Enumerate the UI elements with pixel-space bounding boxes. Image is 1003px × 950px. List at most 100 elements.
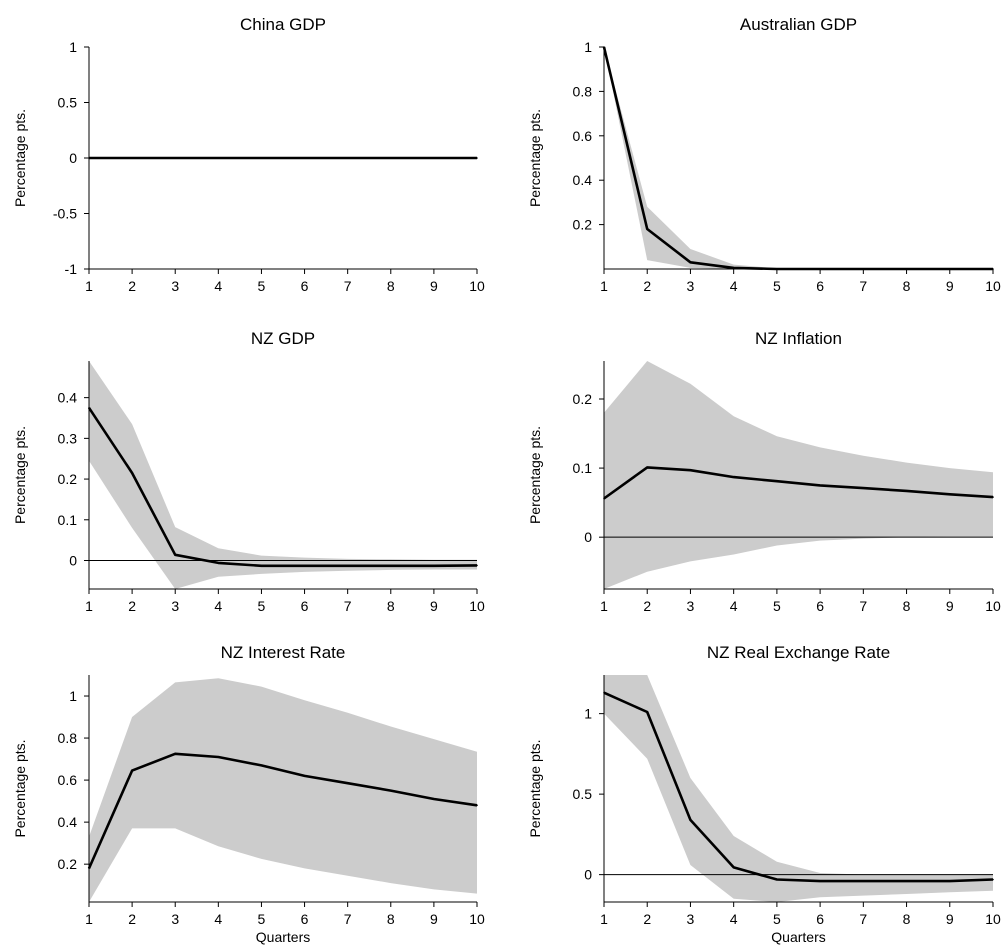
x-tick-label: 7 bbox=[344, 278, 352, 294]
y-tick-label: 0.8 bbox=[58, 730, 78, 746]
x-tick-label: 1 bbox=[600, 278, 608, 294]
y-axis-label: Percentage pts. bbox=[12, 739, 28, 837]
x-tick-label: 8 bbox=[387, 278, 395, 294]
data-point bbox=[776, 878, 778, 881]
data-point bbox=[131, 769, 133, 772]
x-tick-label: 8 bbox=[903, 278, 911, 294]
data-point bbox=[992, 878, 994, 881]
data-point bbox=[476, 564, 478, 567]
x-tick-label: 1 bbox=[85, 278, 93, 294]
chart-panel-5: 0.2 0.4 0.6 0.8 1 1 2 3 4 5 6 7 8 9 10 NZ Interest Rate… bbox=[12, 643, 485, 945]
data-point bbox=[646, 711, 648, 713]
data-point bbox=[603, 46, 605, 48]
data-point bbox=[732, 476, 735, 478]
data-point bbox=[862, 880, 865, 882]
data-point bbox=[476, 804, 478, 807]
x-tick-label: 2 bbox=[128, 911, 136, 927]
x-tick-label: 2 bbox=[643, 598, 651, 614]
y-tick-label: 0.4 bbox=[58, 814, 78, 830]
x-tick-label: 5 bbox=[773, 911, 781, 927]
x-tick-label: 4 bbox=[214, 598, 222, 614]
x-tick-label: 10 bbox=[985, 911, 1001, 927]
y-tick-label: 1 bbox=[69, 39, 77, 55]
series-line bbox=[603, 691, 994, 883]
data-point bbox=[776, 268, 778, 270]
x-tick-label: 7 bbox=[344, 598, 352, 614]
data-point bbox=[689, 819, 692, 821]
y-tick-label: 0.2 bbox=[58, 856, 78, 872]
x-tick-label: 8 bbox=[387, 911, 395, 927]
data-point bbox=[905, 268, 908, 270]
y-tick-label: 0.4 bbox=[58, 390, 78, 406]
data-point bbox=[819, 268, 821, 270]
y-tick-label: 0.5 bbox=[58, 95, 78, 111]
y-tick-label: -0.5 bbox=[53, 206, 77, 222]
data-point bbox=[131, 157, 133, 159]
data-point bbox=[433, 157, 435, 159]
confidence-band bbox=[604, 47, 993, 269]
y-tick-label: 0.3 bbox=[58, 430, 78, 446]
data-point bbox=[217, 756, 220, 758]
x-tick-label: 3 bbox=[687, 278, 695, 294]
x-tick-label: 4 bbox=[730, 911, 738, 927]
y-tick-label: 0.6 bbox=[58, 772, 78, 788]
y-tick-label: 1 bbox=[69, 688, 77, 704]
x-tick-label: 10 bbox=[469, 278, 485, 294]
data-point bbox=[346, 157, 349, 159]
x-tick-label: 5 bbox=[258, 911, 266, 927]
data-point bbox=[174, 157, 176, 159]
x-tick-label: 10 bbox=[985, 278, 1001, 294]
data-point bbox=[346, 565, 349, 567]
data-point bbox=[303, 565, 306, 567]
chart-panel-1: -1 -0.5 0 0.5 1 1 2 3 4 5 6 7 8 9 10 China GDP Percentag… bbox=[12, 15, 485, 294]
chart-panel-2: 0.2 0.4 0.6 0.8 1 1 2 3 4 5 6 7 8 9 10 Australian GDP Pe… bbox=[527, 15, 1001, 294]
data-point bbox=[476, 157, 478, 159]
x-tick-label: 9 bbox=[430, 278, 438, 294]
chart-title: NZ Interest Rate bbox=[221, 643, 346, 662]
x-tick-label: 7 bbox=[859, 278, 867, 294]
y-tick-label: 0.6 bbox=[573, 128, 593, 144]
x-tick-label: 2 bbox=[643, 278, 651, 294]
x-tick-label: 9 bbox=[946, 598, 954, 614]
x-tick-label: 7 bbox=[859, 598, 867, 614]
data-point bbox=[390, 789, 392, 792]
x-tick-label: 9 bbox=[946, 278, 954, 294]
x-tick-label: 4 bbox=[214, 911, 222, 927]
x-tick-label: 5 bbox=[258, 598, 266, 614]
data-point bbox=[689, 469, 692, 472]
data-point bbox=[776, 480, 778, 483]
y-tick-label: 0.1 bbox=[58, 512, 78, 528]
series-line bbox=[603, 466, 994, 500]
y-axis-label: Percentage pts. bbox=[527, 426, 543, 524]
data-point bbox=[303, 775, 306, 777]
data-point bbox=[992, 268, 994, 270]
x-tick-label: 8 bbox=[903, 598, 911, 614]
x-axis-label: Quarters bbox=[256, 929, 310, 945]
data-point bbox=[88, 407, 90, 409]
y-tick-label: 0 bbox=[584, 529, 592, 545]
chart-title: NZ Real Exchange Rate bbox=[707, 643, 890, 662]
data-point bbox=[390, 157, 392, 159]
data-point bbox=[646, 466, 648, 469]
series-line bbox=[87, 752, 478, 869]
x-tick-label: 1 bbox=[85, 598, 93, 614]
data-point bbox=[905, 880, 908, 882]
x-tick-label: 4 bbox=[730, 598, 738, 614]
x-tick-label: 5 bbox=[258, 278, 266, 294]
y-axis-label: Percentage pts. bbox=[12, 426, 28, 524]
x-tick-label: 10 bbox=[985, 598, 1001, 614]
data-point bbox=[949, 493, 951, 496]
y-tick-label: 0.2 bbox=[573, 391, 593, 407]
x-axis-label: Quarters bbox=[771, 929, 825, 945]
x-tick-label: 6 bbox=[301, 278, 309, 294]
chart-title: NZ GDP bbox=[251, 329, 315, 348]
x-tick-label: 3 bbox=[171, 598, 179, 614]
y-axis-label: Percentage pts. bbox=[12, 109, 28, 207]
data-point bbox=[88, 867, 90, 870]
y-tick-label: 0.5 bbox=[573, 786, 593, 802]
data-point bbox=[174, 753, 176, 755]
x-tick-label: 6 bbox=[301, 911, 309, 927]
confidence-band bbox=[89, 361, 477, 589]
x-tick-label: 2 bbox=[643, 911, 651, 927]
